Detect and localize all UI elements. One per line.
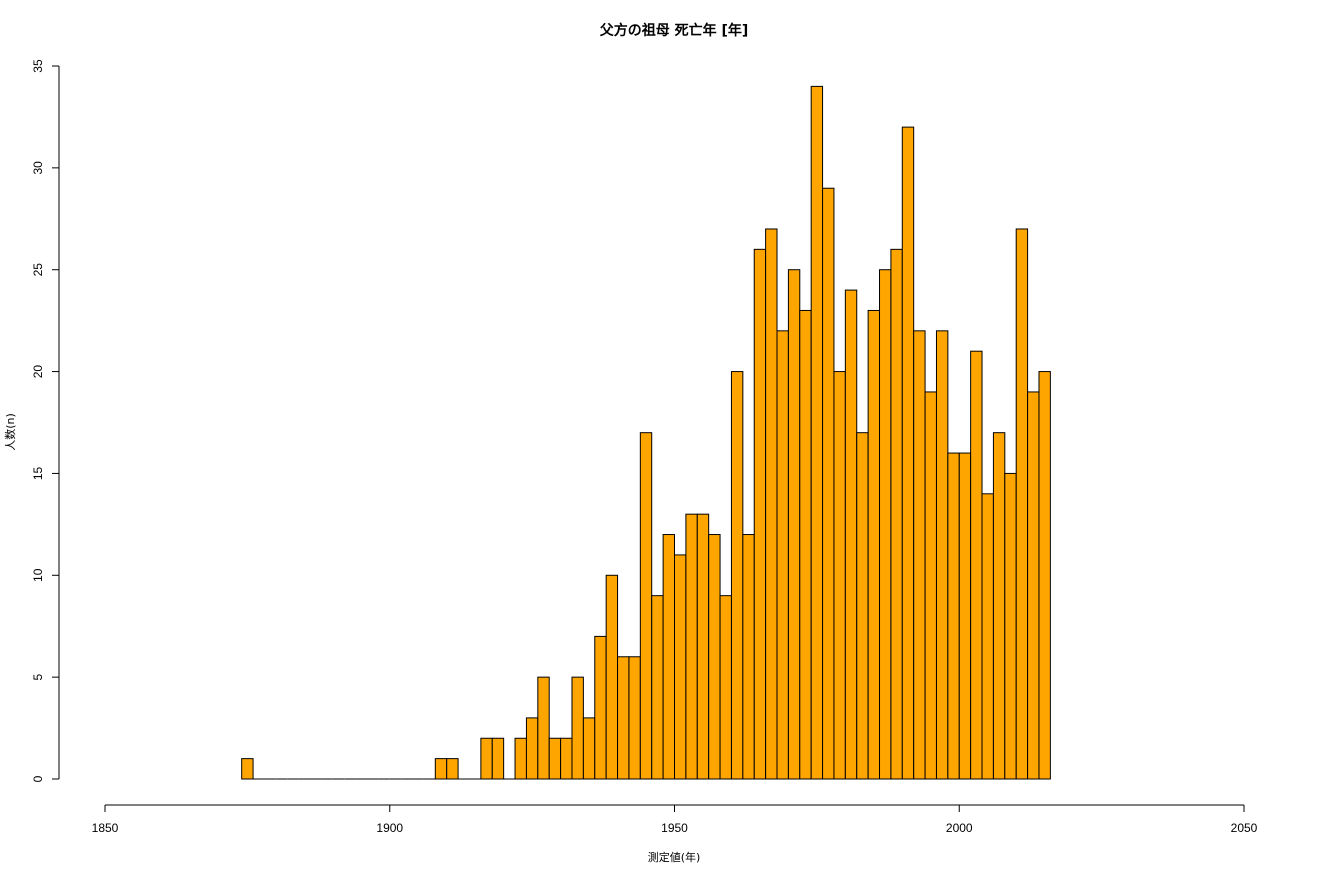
histogram-bar — [901, 126, 915, 780]
histogram-bar — [605, 574, 619, 780]
histogram-bar — [662, 534, 675, 780]
histogram-bar — [992, 432, 1006, 780]
histogram-bar — [560, 737, 573, 780]
bars-group — [241, 85, 1051, 780]
histogram-bar — [525, 717, 539, 780]
histogram-bar — [844, 289, 858, 780]
x-tick-label: 1950 — [661, 821, 688, 835]
y-tick-label: 30 — [31, 161, 45, 175]
x-tick-label: 1900 — [376, 821, 403, 835]
y-tick-label: 20 — [31, 365, 45, 379]
histogram-bar — [879, 269, 892, 780]
histogram-bar — [947, 452, 960, 780]
histogram-bar — [867, 309, 881, 780]
histogram-bar — [480, 737, 493, 780]
histogram-bar — [241, 758, 254, 780]
histogram-bar — [628, 656, 641, 780]
histogram-bar — [651, 595, 664, 780]
x-tick-label: 2050 — [1231, 821, 1258, 835]
histogram-bar — [639, 432, 653, 780]
y-tick-label: 5 — [31, 673, 45, 680]
histogram-bar — [833, 371, 846, 780]
histogram-bar — [514, 737, 527, 780]
histogram-bar — [787, 269, 801, 780]
histogram-bar — [719, 595, 732, 780]
histogram-bar — [981, 493, 994, 780]
histogram-bar — [491, 737, 505, 780]
y-tick-label: 15 — [31, 466, 45, 480]
histogram-bar — [935, 330, 949, 780]
histogram-bar — [730, 371, 744, 780]
histogram-bar — [617, 656, 630, 780]
x-axis-label: 測定値(年) — [648, 850, 701, 864]
x-tick-label: 1850 — [92, 821, 119, 835]
histogram-bar — [434, 758, 448, 780]
histogram-bar — [571, 676, 584, 780]
histogram-bar — [970, 350, 983, 780]
histogram-bar — [810, 85, 824, 780]
histogram-bar — [890, 248, 903, 780]
y-tick-label: 25 — [31, 263, 45, 277]
histogram-bar — [1038, 371, 1051, 780]
x-axis: 1850 1900 1950 2000 2050 — [92, 804, 1258, 835]
histogram-bar — [776, 330, 789, 780]
histogram-bar — [958, 452, 972, 780]
x-tick-label: 2000 — [946, 821, 973, 835]
chart-title: 父方の祖母 死亡年 [年] — [599, 22, 749, 39]
histogram-bar — [708, 534, 721, 780]
histogram-bar — [799, 309, 812, 780]
histogram-bar — [548, 737, 562, 780]
histogram-bar — [696, 513, 710, 780]
histogram-bar — [537, 676, 550, 780]
histogram-bar — [913, 330, 926, 780]
histogram-bar — [1027, 391, 1040, 780]
histogram-bar — [594, 635, 607, 780]
histogram-bar — [924, 391, 937, 780]
histogram-bar — [446, 758, 459, 780]
histogram-bar — [1015, 228, 1029, 780]
y-tick-label: 10 — [31, 568, 45, 582]
histogram-bar — [822, 187, 835, 780]
histogram-bar — [674, 554, 687, 780]
y-axis: 0 5 10 15 20 25 30 35 — [31, 59, 60, 782]
histogram-bar — [753, 248, 767, 780]
histogram-bar — [856, 432, 869, 780]
y-axis-label: 人数(n) — [4, 413, 17, 451]
histogram-bar — [685, 513, 698, 780]
histogram-bar — [1004, 472, 1017, 780]
y-tick-label: 0 — [31, 775, 45, 782]
histogram-bar — [742, 534, 755, 780]
y-tick-label: 35 — [31, 59, 45, 73]
histogram-bar — [582, 717, 596, 780]
histogram-bar — [765, 228, 778, 780]
